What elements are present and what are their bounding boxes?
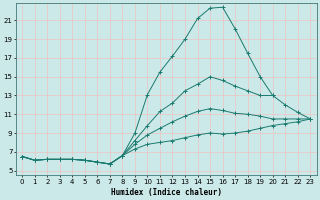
X-axis label: Humidex (Indice chaleur): Humidex (Indice chaleur) [111,188,222,197]
